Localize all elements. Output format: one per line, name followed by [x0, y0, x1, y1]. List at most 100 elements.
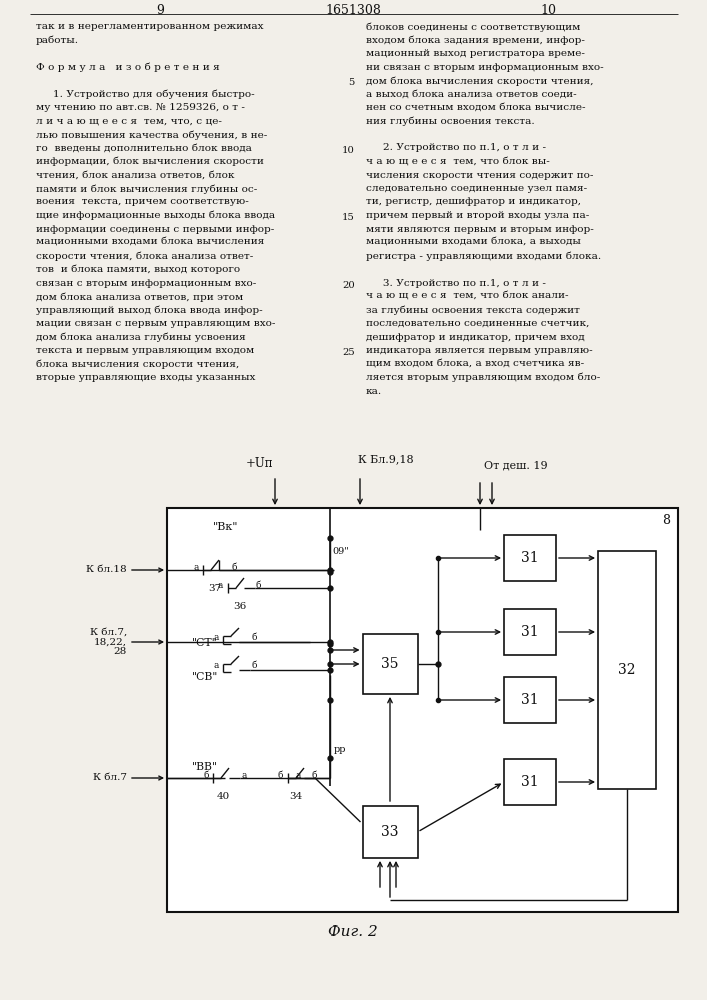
Text: 1651308: 1651308	[325, 4, 381, 17]
Text: 34: 34	[289, 792, 303, 801]
Text: б: б	[231, 564, 237, 572]
Text: л и ч а ю щ е е с я  тем, что, с це-: л и ч а ю щ е е с я тем, что, с це-	[36, 116, 222, 125]
Text: а: а	[241, 772, 246, 780]
Text: щие информационные выходы блока ввода: щие информационные выходы блока ввода	[36, 211, 275, 221]
Text: 35: 35	[381, 657, 399, 671]
Text: "СВ": "СВ"	[192, 672, 218, 682]
Text: дом блока вычисления скорости чтения,: дом блока вычисления скорости чтения,	[366, 76, 593, 86]
Text: К бл.18: К бл.18	[86, 564, 127, 574]
Text: ч а ю щ е е с я  тем, что блок вы-: ч а ю щ е е с я тем, что блок вы-	[366, 157, 550, 166]
Text: ни связан с вторым информационным вхо-: ни связан с вторым информационным вхо-	[366, 62, 604, 72]
Text: "СТ": "СТ"	[192, 638, 218, 648]
Text: так и в нерегламентированном режимах: так и в нерегламентированном режимах	[36, 22, 264, 31]
Text: связан с вторым информационным вхо-: связан с вторым информационным вхо-	[36, 278, 256, 288]
Text: 1. Устройство для обучения быстро-: 1. Устройство для обучения быстро-	[36, 90, 255, 99]
Text: 8: 8	[662, 514, 670, 527]
Text: ния глубины освоения текста.: ния глубины освоения текста.	[366, 116, 534, 126]
Text: му чтению по авт.св. № 1259326, о т -: му чтению по авт.св. № 1259326, о т -	[36, 103, 245, 112]
Text: за глубины освоения текста содержит: за глубины освоения текста содержит	[366, 306, 580, 315]
Bar	[363, 806, 418, 858]
Text: информации соединены с первыми инфор-: информации соединены с первыми инфор-	[36, 225, 274, 233]
Text: мационными входами блока, а выходы: мационными входами блока, а выходы	[366, 238, 581, 247]
Bar	[598, 551, 656, 789]
Text: а: а	[218, 582, 223, 590]
Text: мационный выход регистратора време-: мационный выход регистратора време-	[366, 49, 585, 58]
Text: а: а	[213, 634, 218, 643]
Bar	[504, 677, 556, 723]
Text: блоков соединены с соответствующим: блоков соединены с соответствующим	[366, 22, 580, 31]
Text: последовательно соединенные счетчик,: последовательно соединенные счетчик,	[366, 319, 590, 328]
Text: 33: 33	[381, 825, 399, 839]
Bar	[504, 535, 556, 581]
Text: б: б	[278, 772, 284, 780]
Text: б: б	[312, 772, 317, 780]
Text: 20: 20	[342, 281, 355, 290]
Text: а: а	[193, 564, 199, 572]
Text: К Бл.9,18: К Бл.9,18	[358, 454, 414, 464]
Text: 18,22,: 18,22,	[94, 638, 127, 647]
Text: управляющий выход блока ввода инфор-: управляющий выход блока ввода инфор-	[36, 306, 262, 315]
Text: б: б	[251, 634, 257, 643]
Text: 31: 31	[521, 693, 539, 707]
Text: 5: 5	[349, 78, 355, 87]
Text: ти, регистр, дешифратор и индикатор,: ти, регистр, дешифратор и индикатор,	[366, 198, 581, 207]
Text: мяти являются первым и вторым инфор-: мяти являются первым и вторым инфор-	[366, 225, 594, 233]
Text: 31: 31	[521, 625, 539, 639]
Text: 28: 28	[114, 648, 127, 656]
Text: мации связан с первым управляющим вхо-: мации связан с первым управляющим вхо-	[36, 319, 275, 328]
Text: числения скорости чтения содержит по-: числения скорости чтения содержит по-	[366, 170, 593, 180]
Text: 31: 31	[521, 775, 539, 789]
Text: 09": 09"	[332, 548, 349, 556]
Text: дом блока анализа ответов, при этом: дом блока анализа ответов, при этом	[36, 292, 243, 302]
Text: нен со счетным входом блока вычисле-: нен со счетным входом блока вычисле-	[366, 103, 585, 112]
Text: мационными входами блока вычисления: мационными входами блока вычисления	[36, 238, 264, 247]
Text: б: б	[251, 662, 257, 670]
Text: вторые управляющие входы указанных: вторые управляющие входы указанных	[36, 373, 255, 382]
Text: Фиг. 2: Фиг. 2	[328, 925, 378, 939]
Text: го  введены дополнительно блок ввода: го введены дополнительно блок ввода	[36, 143, 252, 152]
Text: "ВВ": "ВВ"	[192, 762, 218, 772]
Text: чтения, блок анализа ответов, блок: чтения, блок анализа ответов, блок	[36, 170, 235, 180]
Text: Ф о р м у л а   и з о б р е т е н и я: Ф о р м у л а и з о б р е т е н и я	[36, 62, 220, 72]
Text: дешифратор и индикатор, причем вход: дешифратор и индикатор, причем вход	[366, 332, 585, 342]
Text: 32: 32	[618, 663, 636, 677]
Text: причем первый и второй входы узла па-: причем первый и второй входы узла па-	[366, 211, 589, 220]
Text: К бл.7: К бл.7	[93, 772, 127, 782]
Text: К бл.7,: К бл.7,	[90, 628, 127, 637]
Text: лью повышения качества обучения, в не-: лью повышения качества обучения, в не-	[36, 130, 267, 139]
Text: рр: рр	[334, 745, 346, 754]
Text: а: а	[213, 662, 218, 670]
Text: работы.: работы.	[36, 35, 79, 45]
Text: 40: 40	[216, 792, 230, 801]
Text: текста и первым управляющим входом: текста и первым управляющим входом	[36, 346, 255, 355]
Text: 9: 9	[156, 4, 164, 17]
Bar	[167, 508, 678, 912]
Text: 37: 37	[209, 584, 221, 593]
Text: скорости чтения, блока анализа ответ-: скорости чтения, блока анализа ответ-	[36, 251, 253, 261]
Text: тов  и блока памяти, выход которого: тов и блока памяти, выход которого	[36, 265, 240, 274]
Text: От деш. 19: От деш. 19	[484, 460, 548, 470]
Text: памяти и блок вычисления глубины ос-: памяти и блок вычисления глубины ос-	[36, 184, 257, 194]
Text: регистра - управляющими входами блока.: регистра - управляющими входами блока.	[366, 251, 601, 261]
Text: ка.: ка.	[366, 386, 382, 395]
Text: индикатора является первым управляю-: индикатора является первым управляю-	[366, 346, 592, 355]
Text: входом блока задания времени, инфор-: входом блока задания времени, инфор-	[366, 35, 585, 45]
Text: 2. Устройство по п.1, о т л и -: 2. Устройство по п.1, о т л и -	[366, 143, 546, 152]
Text: 36: 36	[233, 602, 247, 611]
Text: ч а ю щ е е с я  тем, что блок анали-: ч а ю щ е е с я тем, что блок анали-	[366, 292, 568, 301]
Text: щим входом блока, а вход счетчика яв-: щим входом блока, а вход счетчика яв-	[366, 360, 584, 368]
Text: 31: 31	[521, 551, 539, 565]
Text: 3. Устройство по п.1, о т л и -: 3. Устройство по п.1, о т л и -	[366, 278, 546, 288]
Bar	[363, 634, 418, 694]
Bar	[504, 759, 556, 805]
Text: 10: 10	[540, 4, 556, 17]
Text: "Вк": "Вк"	[214, 522, 239, 532]
Text: ляется вторым управляющим входом бло-: ляется вторым управляющим входом бло-	[366, 373, 600, 382]
Text: б: б	[203, 772, 209, 780]
Text: блока вычисления скорости чтения,: блока вычисления скорости чтения,	[36, 360, 239, 369]
Text: 15: 15	[342, 213, 355, 222]
Text: б: б	[256, 582, 262, 590]
Text: +Uп: +Uп	[245, 457, 273, 470]
Text: 25: 25	[342, 348, 355, 357]
Text: следовательно соединенные узел памя-: следовательно соединенные узел памя-	[366, 184, 587, 193]
